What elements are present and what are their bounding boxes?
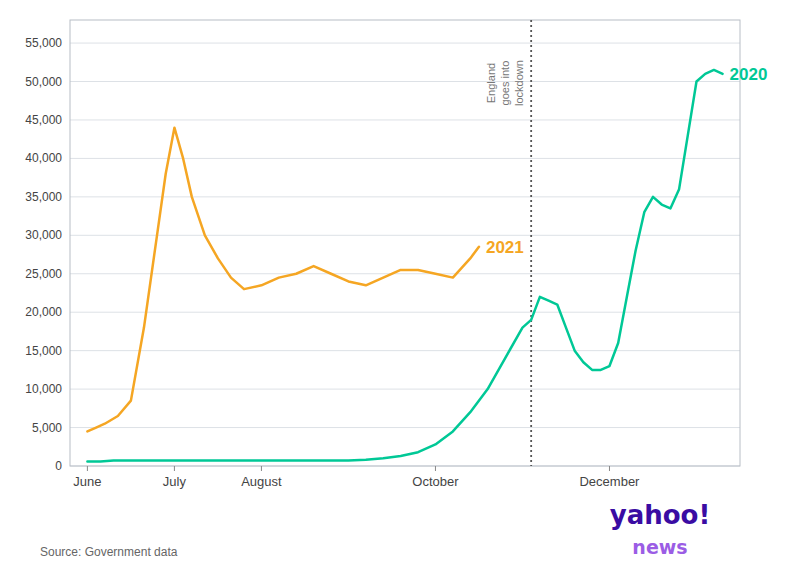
y-tick-label: 25,000 [25, 267, 62, 281]
x-tick [609, 466, 610, 471]
series-line [87, 70, 722, 461]
series-line [87, 128, 479, 432]
y-tick-label: 45,000 [25, 113, 62, 127]
grid-line [70, 350, 740, 351]
y-tick-label: 0 [55, 459, 62, 473]
grid-line [70, 158, 740, 159]
y-tick-label: 40,000 [25, 151, 62, 165]
x-tick-label: December [579, 474, 640, 489]
x-tick-label: July [163, 474, 187, 489]
logo-text: yahoo! [610, 500, 711, 530]
grid-line [70, 427, 740, 428]
x-tick-label: October [412, 474, 459, 489]
series-label: 2021 [486, 238, 524, 257]
y-tick-label: 30,000 [25, 228, 62, 242]
series-label: 2020 [730, 65, 768, 84]
series-lines [87, 70, 722, 461]
logo-text: news [632, 536, 687, 558]
x-tick [87, 466, 88, 471]
annotation-line: lockdown [513, 60, 525, 106]
annotation-line: England [485, 63, 497, 103]
x-tick-label: August [241, 474, 282, 489]
grid-line [70, 389, 740, 390]
plot-frame [70, 20, 740, 466]
grid-line [70, 273, 740, 274]
grid-line [70, 81, 740, 82]
y-tick-label: 55,000 [25, 36, 62, 50]
annotation-line: goes into [499, 61, 511, 106]
annotation-text: Englandgoes intolockdown [485, 60, 525, 106]
grid-line [70, 196, 740, 197]
y-tick-label: 10,000 [25, 382, 62, 396]
source: Source: Government data [40, 545, 178, 559]
x-tick [435, 466, 436, 471]
grid-line [70, 119, 740, 120]
y-tick-label: 20,000 [25, 305, 62, 319]
x-tick [261, 466, 262, 471]
y-tick-label: 50,000 [25, 75, 62, 89]
annotation-lines [531, 20, 532, 466]
grid [70, 43, 740, 466]
chart: 0 5,000 10,000 15,000 20,000 25,000 30,000 35,0… [0, 0, 796, 576]
y-tick-label: 5,000 [32, 421, 62, 435]
y-tick-label: 35,000 [25, 190, 62, 204]
x-tick [174, 466, 175, 471]
x-tick-label: June [73, 474, 101, 489]
grid-line [70, 43, 740, 44]
lockdown-line [530, 20, 532, 466]
grid-line [70, 312, 740, 313]
y-tick-label: 15,000 [25, 344, 62, 358]
